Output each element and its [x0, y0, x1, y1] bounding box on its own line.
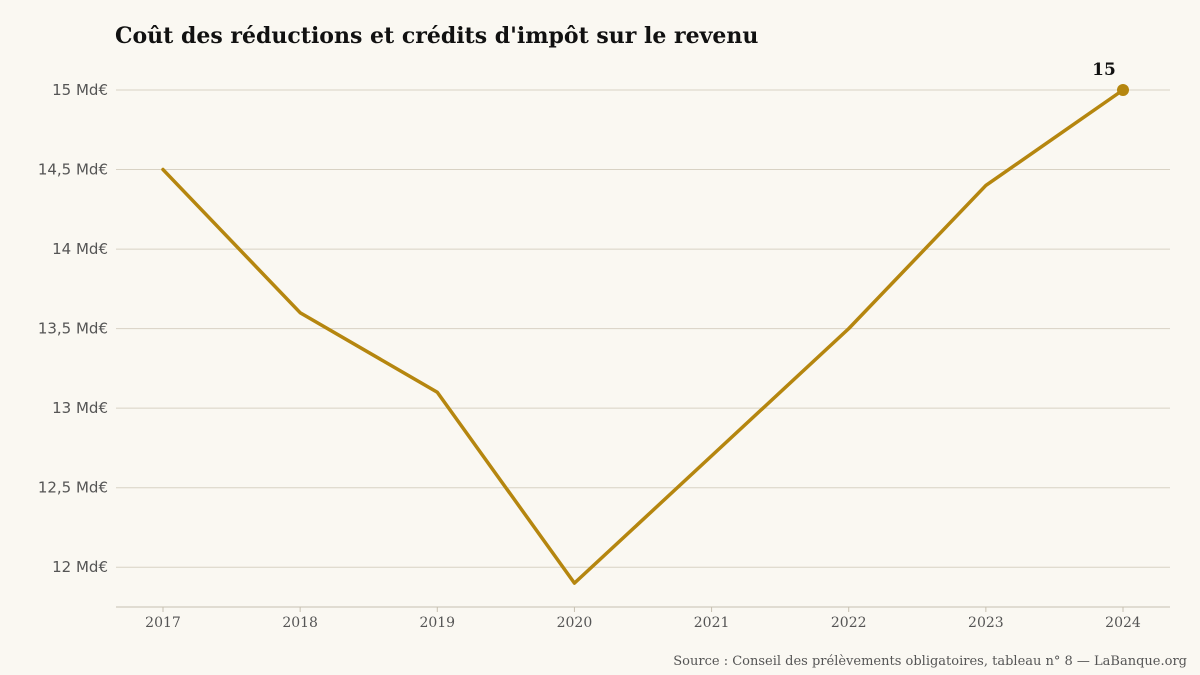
x-tick-label: 2023	[968, 615, 1004, 631]
y-tick-label: 14,5 Md€	[38, 161, 108, 179]
y-tick-label: 13,5 Md€	[38, 320, 108, 338]
x-tick-label: 2022	[831, 615, 867, 631]
y-tick-label: 14 Md€	[52, 240, 108, 258]
x-tick-label: 2020	[557, 615, 593, 631]
source-note: Source : Conseil des prélèvements obliga…	[673, 654, 1187, 669]
series-line	[161, 88, 1125, 585]
labels-layer: 12 Md€ 12,5 Md€ 13 Md€ 13,5 Md€ 14 Md€ 14,5 M…	[38, 60, 1141, 631]
y-tick-label: 12 Md€	[52, 558, 108, 576]
y-tick-label: 15 Md€	[52, 81, 108, 99]
x-tick-label: 2024	[1105, 615, 1141, 631]
series-layer	[161, 84, 1129, 585]
x-tick-label: 2017	[145, 615, 181, 631]
y-tick-label: 13 Md€	[52, 399, 108, 417]
x-tick-label: 2019	[419, 615, 455, 631]
chart-title: Coût des réductions et crédits d'impôt s…	[115, 23, 758, 49]
gridlines	[116, 89, 1170, 568]
x-tick-label: 2021	[694, 615, 730, 631]
y-tick-label: 12,5 Md€	[38, 479, 108, 497]
axes	[116, 606, 1170, 612]
end-point-marker	[1117, 84, 1129, 96]
end-value-label: 15	[1092, 60, 1116, 80]
x-tick-label: 2018	[282, 615, 318, 631]
